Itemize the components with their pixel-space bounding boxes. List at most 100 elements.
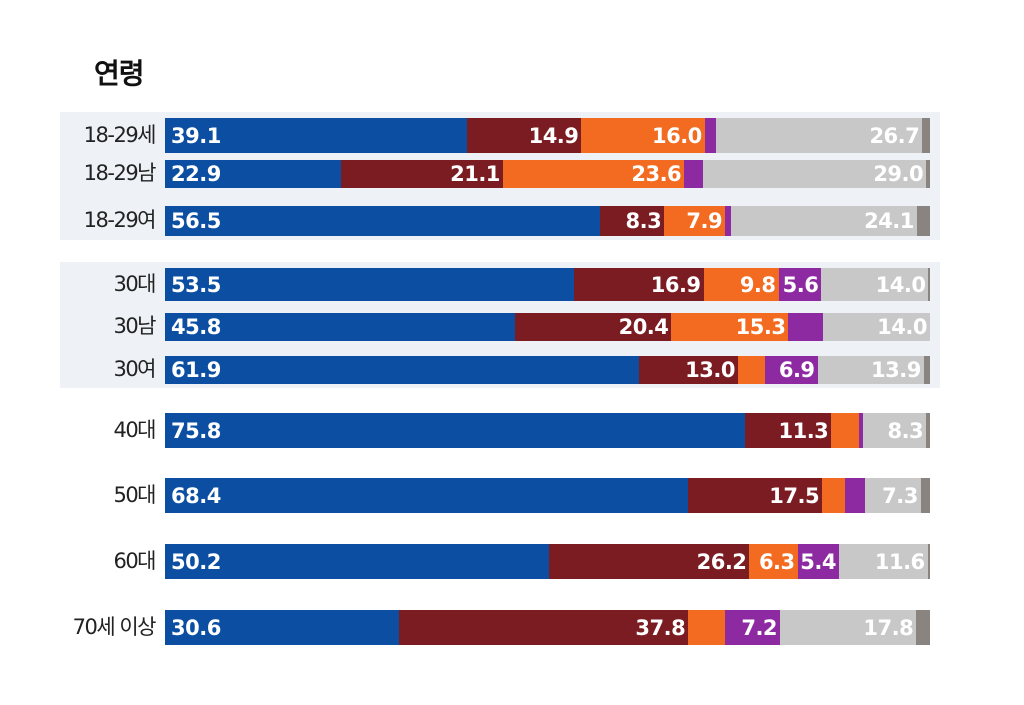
bar-segment: [927, 544, 930, 579]
data-label: 8.3: [887, 418, 924, 443]
bar-segment: 26.7: [716, 118, 923, 153]
data-label: 37.8: [635, 615, 686, 640]
row-label: 18-29여: [83, 208, 157, 232]
row-label: 50대: [113, 482, 156, 507]
bar-segment: 13.0: [638, 356, 738, 384]
row-label: 30대: [113, 271, 156, 296]
bar-segment: 17.8: [780, 610, 917, 645]
bar-segment: 7.2: [724, 610, 781, 645]
bar-segment: 17.5: [688, 478, 823, 513]
bar-segment: 21.1: [340, 160, 503, 188]
data-label: 7.2: [741, 615, 778, 640]
data-label: 29.0: [873, 162, 924, 186]
bar-segment: 7.3: [864, 478, 921, 513]
data-label: 53.5: [171, 272, 221, 297]
data-label: 14.9: [528, 123, 579, 148]
row-label: 30남: [113, 314, 156, 338]
bar-segment: 8.3: [600, 206, 665, 236]
bar-segment: [916, 610, 930, 645]
bar-segment: 13.9: [817, 356, 924, 384]
data-label: 23.6: [631, 162, 682, 186]
data-label: 5.4: [800, 549, 836, 574]
bar-segment: [831, 413, 859, 448]
data-label: 7.3: [882, 483, 918, 508]
data-label: 16.0: [651, 123, 702, 148]
bar-segment: [684, 160, 704, 188]
bar-segment: 50.2: [165, 544, 550, 579]
data-label: 15.3: [735, 315, 786, 339]
bar-segment: 30.6: [165, 610, 400, 645]
data-label: 14.0: [877, 315, 927, 339]
row-label: 40대: [113, 417, 156, 442]
bar-segment: 16.0: [581, 118, 705, 153]
bar-segment: 16.9: [574, 268, 704, 301]
bar-segment: 6.3: [749, 544, 798, 579]
bar-segment: 8.3: [862, 413, 927, 448]
stacked-bar: 61.9 13.0 6.9 13.9: [165, 356, 930, 384]
data-label: 13.0: [685, 358, 735, 382]
bar-segment: 22.9: [165, 160, 341, 188]
bar-segment: [688, 610, 725, 645]
data-label: 13.9: [871, 358, 921, 382]
bar-segment: [916, 206, 930, 236]
data-label: 17.5: [769, 483, 820, 508]
bar-segment: [737, 356, 765, 384]
data-label: 5.6: [782, 272, 819, 297]
bar-segment: 14.9: [466, 118, 582, 153]
data-label: 14.0: [875, 272, 926, 297]
chart-title: 연령: [94, 57, 145, 90]
data-label: 26.7: [869, 123, 920, 148]
data-label: 9.8: [739, 272, 776, 297]
bar-segment: [923, 356, 930, 384]
data-label: 21.1: [450, 162, 500, 186]
data-label: 26.2: [696, 549, 747, 574]
data-label: 56.5: [171, 209, 221, 233]
data-label: 61.9: [171, 358, 221, 382]
bar-segment: 45.8: [165, 313, 516, 341]
data-label: 6.3: [758, 549, 795, 574]
bar-segment: 14.0: [821, 268, 929, 301]
data-label: 68.4: [171, 483, 221, 508]
stacked-bar: 53.5 16.9 9.8 5.6 14.0: [165, 268, 930, 301]
bar-segment: [920, 478, 930, 513]
bar-segment: [926, 160, 930, 188]
bar-segment: 20.4: [515, 313, 672, 341]
stacked-bar: 45.8 20.4 15.3 14.0: [165, 313, 930, 341]
data-label: 7.9: [686, 209, 723, 233]
bar-segment: 9.8: [703, 268, 779, 301]
data-label: 8.3: [625, 209, 662, 233]
bar-segment: [926, 413, 930, 448]
stacked-bar: 50.2 26.2 6.3 5.4 11.6: [165, 544, 930, 579]
bar-segment: 37.8: [399, 610, 689, 645]
bar-segment: 11.6: [838, 544, 928, 579]
data-label: 30.6: [171, 615, 221, 640]
data-label: 17.8: [863, 615, 914, 640]
bar-segment: 5.4: [797, 544, 839, 579]
row-label: 30여: [113, 357, 156, 381]
data-label: 39.1: [171, 123, 221, 148]
bar-segment: 26.2: [549, 544, 750, 579]
bar-segment: 61.9: [165, 356, 639, 384]
data-label: 45.8: [171, 315, 221, 339]
data-label: 6.9: [778, 358, 815, 382]
bar-segment: [704, 118, 717, 153]
stacked-bar: 30.6 37.8 7.2 17.8: [165, 610, 930, 645]
bar-segment: 11.3: [744, 413, 832, 448]
stacked-bar: 56.5 8.3 7.9 24.1: [165, 206, 930, 236]
row-label: 60대: [113, 548, 156, 573]
data-label: 22.9: [171, 162, 221, 186]
row-label: 18-29남: [83, 161, 157, 185]
bar-segment: [788, 313, 823, 341]
bar-segment: 5.6: [778, 268, 822, 301]
data-label: 11.6: [874, 549, 925, 574]
bar-segment: 24.1: [731, 206, 917, 236]
data-label: 16.9: [650, 272, 701, 297]
bar-segment: [922, 118, 930, 153]
bar-segment: 53.5: [165, 268, 575, 301]
bar-segment: 7.9: [664, 206, 726, 236]
stacked-bar: 68.4 17.5 7.3: [165, 478, 930, 513]
bar-segment: 39.1: [165, 118, 467, 153]
row-label: 70세 이상: [72, 614, 157, 639]
bar-segment: 14.0: [822, 313, 930, 341]
bar-segment: [858, 413, 863, 448]
